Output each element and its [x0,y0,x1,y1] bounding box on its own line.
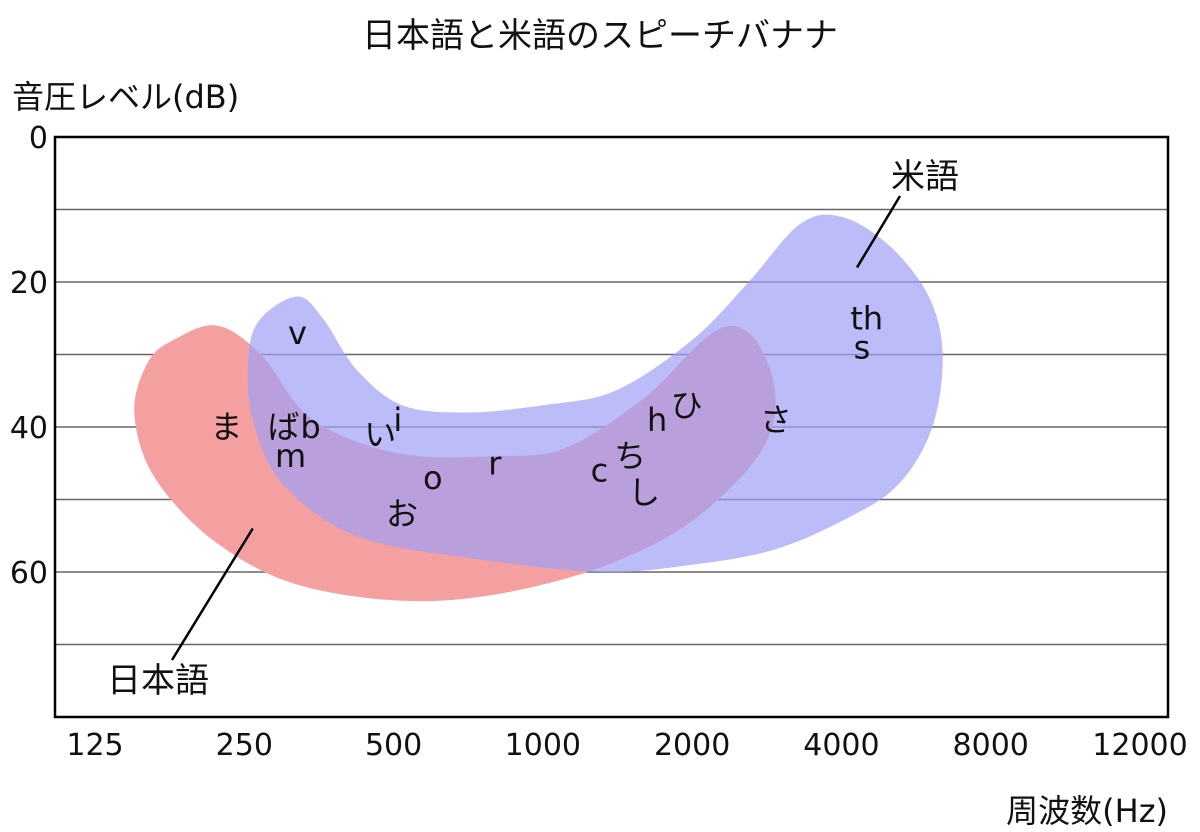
x-tick-label: 125 [66,728,123,763]
phoneme-label: m [275,437,306,475]
phoneme-label: o [423,459,443,497]
phoneme-label: し [628,473,660,511]
y-tick-label: 40 [10,411,48,446]
x-tick-label: 8000 [953,728,1029,763]
series-area-american-english [247,214,943,573]
plot-frame [53,135,1170,719]
y-tick-label: 60 [10,556,48,591]
phoneme-labels: まお し v ths c r o bm i ば いちh ひ さ [210,299,883,533]
x-tick-labels: 125 250 500 1000 2000 4000 8000 12000 [66,728,1187,763]
x-tick-label: 500 [365,728,422,763]
phoneme-label: s [854,328,871,366]
region-leader-line [170,527,254,661]
phoneme-label: い [364,415,396,453]
phoneme-label: お [386,495,418,533]
phoneme-label: ば [268,408,300,446]
phoneme-label: i [393,401,402,439]
y-tick-labels: 0 20 40 60 [10,121,48,591]
phoneme-label: ひ [671,386,703,424]
x-axis-label: 周波数(Hz) [1006,792,1168,830]
phoneme-label: ち [614,437,646,475]
phoneme-label: さ [760,401,792,439]
region-leader-line [855,195,902,269]
phoneme-label: th [850,299,883,337]
x-tick-label: 250 [216,728,273,763]
y-axis-label: 音圧レベル(dB) [12,78,239,116]
x-tick-label: 1000 [505,728,581,763]
y-tick-label: 20 [10,266,48,301]
series-areas [134,214,943,602]
phoneme-label: b [300,408,320,446]
x-tick-label: 2000 [654,728,730,763]
phoneme-label: ま [210,408,242,446]
phoneme-label: v [288,314,307,352]
x-tick-label: 4000 [803,728,879,763]
phoneme-label: c [591,452,609,490]
chart-title: 日本語と米語のスピーチバナナ [362,16,838,56]
y-tick-label: 0 [29,121,48,156]
region-labels: 日本語 米語 [107,157,959,701]
x-tick-label: 12000 [1092,728,1187,763]
phoneme-label: r [488,444,502,482]
region-label: 日本語 [107,661,209,701]
phoneme-label: h [647,401,667,439]
region-label: 米語 [891,157,959,197]
